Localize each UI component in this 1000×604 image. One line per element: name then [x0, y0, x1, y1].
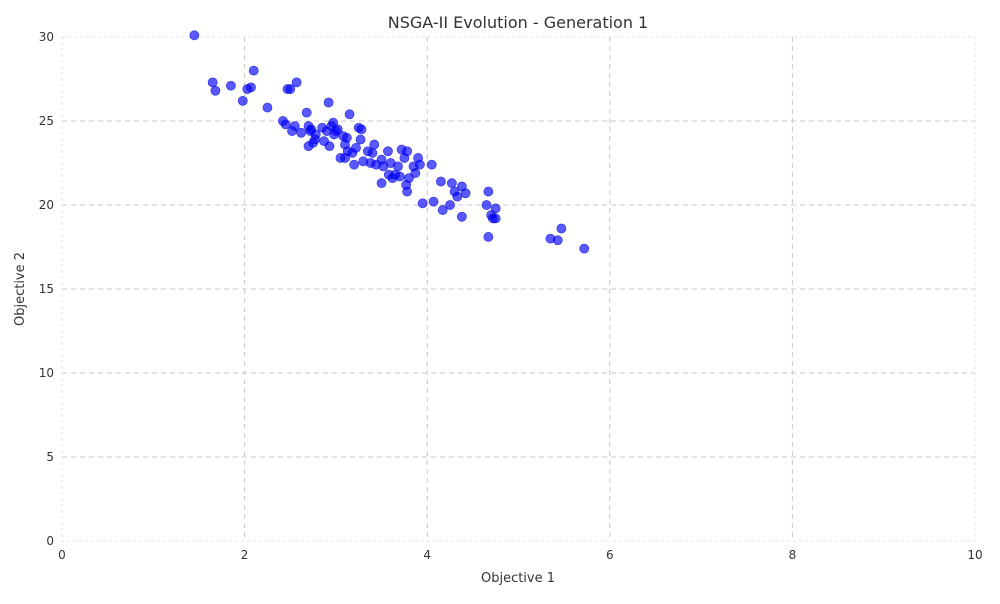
y-tick-label: 5 [46, 450, 54, 464]
x-tick-label: 0 [58, 548, 66, 562]
x-axis-label: Objective 1 [481, 571, 555, 586]
y-tick-label: 30 [39, 30, 54, 44]
grid [62, 37, 975, 541]
data-point [402, 146, 413, 157]
data-point [446, 178, 457, 189]
data-point [324, 141, 335, 152]
data-point [237, 95, 248, 106]
data-point [483, 232, 494, 242]
data-point [310, 129, 321, 140]
data-points [189, 30, 590, 254]
data-point [483, 186, 494, 197]
y-tick-label: 10 [39, 366, 54, 380]
data-point [579, 243, 590, 254]
data-point [460, 188, 471, 199]
data-point [490, 213, 501, 224]
data-point [376, 178, 387, 189]
x-tick-label: 4 [423, 548, 431, 562]
data-point [435, 176, 446, 187]
data-point [246, 82, 256, 93]
data-point [410, 168, 421, 178]
data-point [210, 85, 221, 96]
data-point [404, 173, 414, 184]
data-point [426, 159, 437, 170]
data-point [355, 134, 366, 145]
data-point [383, 146, 393, 157]
data-point [552, 235, 563, 246]
x-tick-label: 6 [606, 548, 614, 562]
data-point [490, 203, 501, 214]
data-point [402, 186, 413, 197]
y-axis-label: Objective 2 [13, 252, 28, 326]
y-tick-label: 0 [46, 534, 54, 548]
data-point [323, 97, 334, 108]
data-point [367, 148, 378, 158]
data-point [289, 121, 300, 131]
data-point [344, 109, 355, 120]
data-point [207, 77, 218, 88]
data-point [248, 65, 259, 76]
data-point [428, 196, 439, 207]
data-point [291, 77, 302, 88]
data-point [452, 191, 463, 202]
data-point [556, 223, 567, 234]
data-point [356, 124, 367, 135]
data-point [301, 107, 312, 118]
data-point [369, 139, 380, 150]
data-point [262, 102, 273, 113]
data-point [393, 161, 403, 172]
data-point [445, 200, 455, 210]
data-point [456, 211, 467, 222]
data-point [341, 132, 352, 143]
data-point [285, 84, 296, 94]
y-tick-label: 15 [39, 282, 54, 296]
data-point [349, 159, 360, 170]
data-point [332, 124, 343, 135]
chart-title: NSGA-II Evolution - Generation 1 [388, 13, 648, 32]
x-tick-label: 2 [241, 548, 249, 562]
data-point [417, 198, 428, 209]
data-point [189, 30, 200, 41]
x-tick-label: 8 [789, 548, 797, 562]
data-point [437, 205, 448, 215]
data-point [481, 200, 492, 210]
x-tick-label: 10 [967, 548, 982, 562]
data-point [296, 127, 307, 138]
tick-labels: 0 2 4 6 8 10 0 5 10 15 20 25 30 [39, 30, 983, 562]
data-point [226, 80, 236, 91]
y-tick-label: 20 [39, 198, 54, 212]
data-point [394, 171, 405, 182]
data-point [414, 159, 425, 170]
plot-frame [61, 36, 976, 542]
data-point [351, 142, 361, 153]
y-tick-label: 25 [39, 114, 54, 128]
